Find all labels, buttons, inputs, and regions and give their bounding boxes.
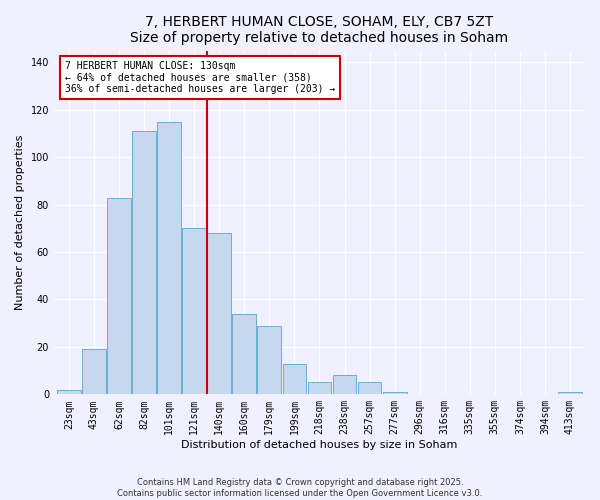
Bar [308, 382, 331, 394]
X-axis label: Distribution of detached houses by size in Soham: Distribution of detached houses by size … [181, 440, 458, 450]
Bar [358, 382, 382, 394]
Title: 7, HERBERT HUMAN CLOSE, SOHAM, ELY, CB7 5ZT
Size of property relative to detache: 7, HERBERT HUMAN CLOSE, SOHAM, ELY, CB7 … [130, 15, 509, 45]
Bar [283, 364, 307, 394]
Bar [157, 122, 181, 394]
Bar [132, 131, 156, 394]
Text: 7 HERBERT HUMAN CLOSE: 130sqm
← 64% of detached houses are smaller (358)
36% of : 7 HERBERT HUMAN CLOSE: 130sqm ← 64% of d… [65, 61, 335, 94]
Bar [208, 233, 231, 394]
Bar [257, 326, 281, 394]
Bar [182, 228, 206, 394]
Bar [332, 376, 356, 394]
Bar [558, 392, 582, 394]
Bar [232, 314, 256, 394]
Bar [107, 198, 131, 394]
Bar [57, 390, 81, 394]
Bar [383, 392, 407, 394]
Y-axis label: Number of detached properties: Number of detached properties [15, 134, 25, 310]
Text: Contains HM Land Registry data © Crown copyright and database right 2025.
Contai: Contains HM Land Registry data © Crown c… [118, 478, 482, 498]
Bar [82, 350, 106, 395]
